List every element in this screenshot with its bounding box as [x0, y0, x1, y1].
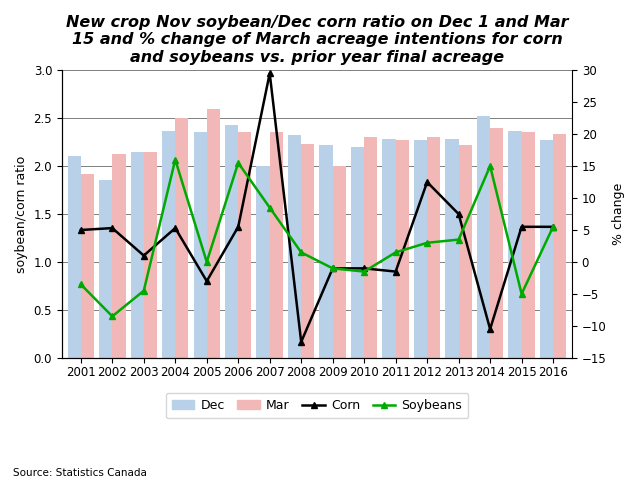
Text: Source: Statistics Canada: Source: Statistics Canada: [13, 468, 147, 478]
Line: Soybeans: Soybeans: [77, 156, 557, 320]
Corn: [172, 225, 179, 231]
Bar: [319, 145, 333, 358]
Bar: [269, 132, 283, 358]
Soybeans: [549, 224, 557, 230]
Corn: [455, 211, 463, 217]
Bar: [508, 131, 522, 358]
Soybeans: [518, 291, 525, 297]
Bar: [396, 140, 409, 358]
Bar: [364, 137, 378, 358]
Bar: [225, 125, 238, 358]
Bar: [333, 166, 346, 358]
Bar: [144, 152, 157, 358]
Bar: [99, 180, 112, 358]
Bar: [207, 108, 220, 358]
Corn: [266, 71, 273, 76]
Soybeans: [392, 250, 399, 255]
Bar: [257, 166, 269, 358]
Y-axis label: % change: % change: [612, 183, 625, 245]
Bar: [238, 132, 252, 358]
Soybeans: [266, 205, 273, 211]
Corn: [108, 225, 116, 231]
Bar: [301, 144, 314, 358]
Corn: [298, 339, 305, 345]
Corn: [329, 265, 337, 271]
Corn: [423, 179, 431, 185]
Corn: [203, 278, 211, 284]
Title: New crop Nov soybean/Dec corn ratio on Dec 1 and Mar
15 and % change of March ac: New crop Nov soybean/Dec corn ratio on D…: [66, 15, 568, 65]
Bar: [383, 139, 396, 358]
Soybeans: [329, 265, 337, 271]
Bar: [540, 140, 553, 358]
Corn: [549, 224, 557, 230]
Bar: [522, 132, 535, 358]
Bar: [175, 118, 188, 358]
Corn: [140, 252, 148, 258]
Soybeans: [298, 250, 305, 255]
Legend: Dec, Mar, Corn, Soybeans: Dec, Mar, Corn, Soybeans: [166, 393, 468, 419]
Corn: [392, 269, 399, 275]
Bar: [68, 156, 81, 358]
Corn: [77, 227, 84, 233]
Bar: [459, 145, 472, 358]
Bar: [112, 154, 125, 358]
Bar: [490, 128, 503, 358]
Soybeans: [455, 237, 463, 242]
Soybeans: [77, 281, 84, 287]
Line: Corn: Corn: [77, 70, 557, 346]
Soybeans: [486, 163, 494, 169]
Bar: [414, 140, 427, 358]
Corn: [234, 224, 242, 230]
Soybeans: [234, 160, 242, 166]
Bar: [162, 131, 175, 358]
Bar: [477, 116, 490, 358]
Soybeans: [140, 288, 148, 294]
Soybeans: [172, 157, 179, 163]
Bar: [553, 134, 566, 358]
Bar: [193, 132, 207, 358]
Bar: [445, 139, 459, 358]
Corn: [360, 265, 368, 271]
Soybeans: [108, 313, 116, 319]
Corn: [486, 326, 494, 332]
Bar: [81, 174, 94, 358]
Soybeans: [423, 240, 431, 246]
Soybeans: [203, 259, 211, 265]
Bar: [131, 152, 144, 358]
Corn: [518, 224, 525, 230]
Bar: [427, 137, 440, 358]
Soybeans: [360, 269, 368, 275]
Bar: [288, 135, 301, 358]
Bar: [351, 147, 364, 358]
Y-axis label: soybean/corn ratio: soybean/corn ratio: [15, 156, 28, 273]
